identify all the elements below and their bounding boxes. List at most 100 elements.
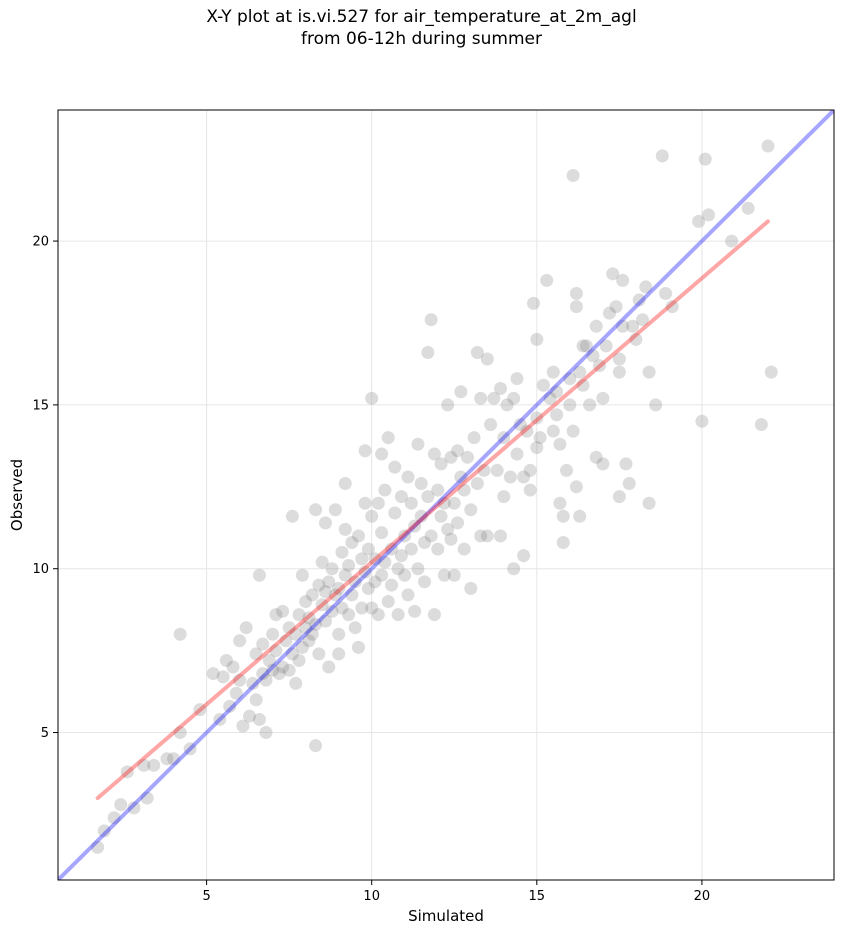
data-point bbox=[408, 604, 422, 618]
data-point bbox=[427, 608, 441, 622]
data-point bbox=[490, 463, 504, 477]
data-point bbox=[569, 286, 583, 300]
axis-ticks: 5 10 15 20 5 10 15 20 bbox=[32, 235, 710, 904]
data-point bbox=[550, 408, 564, 422]
data-point bbox=[114, 798, 128, 812]
data-point bbox=[309, 617, 323, 631]
data-point bbox=[619, 457, 633, 471]
y-tick-label: 15 bbox=[32, 398, 49, 413]
data-point bbox=[173, 627, 187, 641]
data-point bbox=[566, 169, 580, 183]
data-point bbox=[530, 411, 544, 425]
data-point bbox=[411, 437, 425, 451]
data-point bbox=[408, 519, 422, 533]
data-point bbox=[216, 670, 230, 684]
data-point bbox=[305, 588, 319, 602]
data-point bbox=[457, 542, 471, 556]
data-point bbox=[97, 824, 111, 838]
data-point bbox=[315, 555, 329, 569]
scatter-points bbox=[91, 139, 778, 854]
data-point bbox=[741, 201, 755, 215]
data-point bbox=[632, 293, 646, 307]
data-point bbox=[629, 332, 643, 346]
data-point bbox=[348, 575, 362, 589]
data-point bbox=[239, 621, 253, 635]
data-point bbox=[411, 562, 425, 576]
data-point bbox=[378, 483, 392, 497]
data-point bbox=[441, 398, 455, 412]
data-point bbox=[569, 300, 583, 314]
data-point bbox=[256, 667, 270, 681]
data-point bbox=[553, 437, 567, 451]
data-point bbox=[533, 431, 547, 445]
data-point bbox=[262, 653, 276, 667]
data-point bbox=[398, 568, 412, 582]
data-point bbox=[302, 611, 316, 625]
data-point bbox=[292, 608, 306, 622]
data-point bbox=[414, 509, 428, 523]
data-point bbox=[536, 378, 550, 392]
data-point bbox=[259, 726, 273, 740]
data-point bbox=[596, 457, 610, 471]
data-point bbox=[147, 758, 161, 772]
data-point bbox=[276, 604, 290, 618]
data-point bbox=[206, 667, 220, 681]
data-point bbox=[375, 447, 389, 461]
data-point bbox=[309, 503, 323, 517]
data-point bbox=[233, 634, 247, 648]
data-point bbox=[563, 372, 577, 386]
data-point bbox=[371, 608, 385, 622]
data-point bbox=[292, 653, 306, 667]
data-point bbox=[414, 477, 428, 491]
data-point bbox=[543, 391, 557, 405]
y-tick-label: 5 bbox=[41, 726, 49, 741]
data-point bbox=[556, 509, 570, 523]
data-point bbox=[338, 568, 352, 582]
data-point bbox=[503, 470, 517, 484]
data-point bbox=[233, 673, 247, 687]
data-point bbox=[285, 647, 299, 661]
data-point bbox=[655, 149, 669, 163]
data-point bbox=[593, 359, 607, 373]
data-point bbox=[355, 601, 369, 615]
data-point bbox=[289, 676, 303, 690]
data-point bbox=[226, 660, 240, 674]
x-tick-label: 10 bbox=[363, 889, 380, 904]
data-point bbox=[385, 542, 399, 556]
data-point bbox=[299, 621, 313, 635]
data-point bbox=[437, 496, 451, 510]
data-point bbox=[764, 365, 778, 379]
data-point bbox=[358, 496, 372, 510]
data-point bbox=[249, 647, 263, 661]
data-point bbox=[520, 424, 534, 438]
data-point bbox=[381, 594, 395, 608]
data-point bbox=[318, 614, 332, 628]
data-point bbox=[315, 598, 329, 612]
data-point bbox=[219, 653, 233, 667]
data-point bbox=[193, 703, 207, 717]
data-point bbox=[223, 699, 237, 713]
data-point bbox=[378, 555, 392, 569]
data-point bbox=[375, 526, 389, 540]
gridlines bbox=[58, 110, 834, 880]
data-point bbox=[725, 234, 739, 248]
data-point bbox=[401, 470, 415, 484]
data-point bbox=[599, 339, 613, 353]
data-point bbox=[338, 522, 352, 536]
reference-lines bbox=[58, 110, 834, 880]
x-tick-label: 20 bbox=[694, 889, 711, 904]
data-point bbox=[616, 273, 630, 287]
data-point bbox=[437, 568, 451, 582]
data-point bbox=[391, 608, 405, 622]
data-point bbox=[421, 345, 435, 359]
data-point bbox=[295, 640, 309, 654]
data-point bbox=[464, 503, 478, 517]
data-point bbox=[358, 565, 372, 579]
data-point bbox=[493, 529, 507, 543]
data-point bbox=[345, 536, 359, 550]
data-point bbox=[276, 660, 290, 674]
data-point bbox=[569, 480, 583, 494]
data-point bbox=[642, 365, 656, 379]
data-point bbox=[493, 382, 507, 396]
data-point bbox=[424, 313, 438, 327]
